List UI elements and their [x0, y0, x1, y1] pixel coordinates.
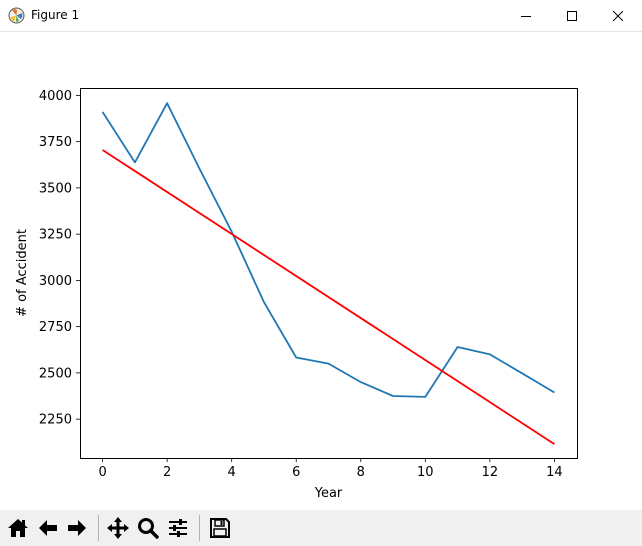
y-tick-label: 3250 — [39, 228, 72, 243]
axes-frame — [80, 88, 578, 459]
save-button[interactable] — [207, 515, 233, 541]
close-button[interactable] — [595, 0, 641, 31]
pan-icon — [107, 517, 129, 539]
y-tick-label: 3500 — [39, 181, 72, 196]
y-tick-label: 3000 — [39, 274, 72, 289]
navigation-toolbar — [0, 510, 642, 546]
maximize-button[interactable] — [549, 0, 595, 31]
x-tick-label: 8 — [357, 465, 365, 480]
pan-button[interactable] — [105, 515, 131, 541]
minimize-icon — [521, 15, 531, 17]
back-button[interactable] — [35, 515, 61, 541]
line-chart: 0 2 4 6 8 10 12 14 2250 2500 2750 3000 3250 3500 3750… — [15, 88, 578, 501]
forward-icon — [68, 520, 86, 536]
minimize-button[interactable] — [503, 0, 549, 31]
x-tick-label: 4 — [228, 465, 236, 480]
window-title: Figure 1 — [31, 8, 80, 22]
figure-canvas[interactable]: 0 2 4 6 8 10 12 14 2250 2500 2750 3000 3250 3500 3750… — [0, 32, 642, 510]
y-tick-label: 2250 — [39, 413, 72, 428]
maximize-icon — [567, 10, 577, 21]
y-tick-label: 2500 — [39, 366, 72, 381]
zoom-icon — [138, 518, 159, 539]
x-tick-label: 12 — [482, 465, 499, 480]
matplotlib-icon — [8, 7, 25, 24]
home-button[interactable] — [5, 515, 31, 541]
y-axis-label: # of Accident — [15, 229, 30, 317]
forward-button[interactable] — [64, 515, 90, 541]
configure-subplots-button[interactable] — [165, 515, 191, 541]
toolbar-separator — [98, 515, 99, 541]
x-tick-label: 14 — [546, 465, 563, 480]
x-tick-label: 10 — [417, 465, 434, 480]
y-tick-label: 4000 — [39, 89, 72, 104]
toolbar-separator — [199, 515, 200, 541]
configure-subplots-icon — [169, 519, 187, 537]
x-tick-label: 2 — [163, 465, 171, 480]
back-icon — [39, 520, 57, 536]
zoom-button[interactable] — [135, 515, 161, 541]
y-tick-label: 2750 — [39, 320, 72, 335]
close-icon — [613, 10, 623, 21]
y-tick-label: 3750 — [39, 135, 72, 150]
x-axis-label: Year — [314, 486, 343, 501]
trend-line — [102, 149, 555, 445]
x-tick-label: 6 — [292, 465, 300, 480]
home-icon — [8, 519, 28, 537]
save-icon — [210, 518, 230, 538]
x-tick-label: 0 — [98, 465, 106, 480]
data-series-line — [101, 102, 555, 398]
title-bar: Figure 1 — [0, 0, 642, 32]
